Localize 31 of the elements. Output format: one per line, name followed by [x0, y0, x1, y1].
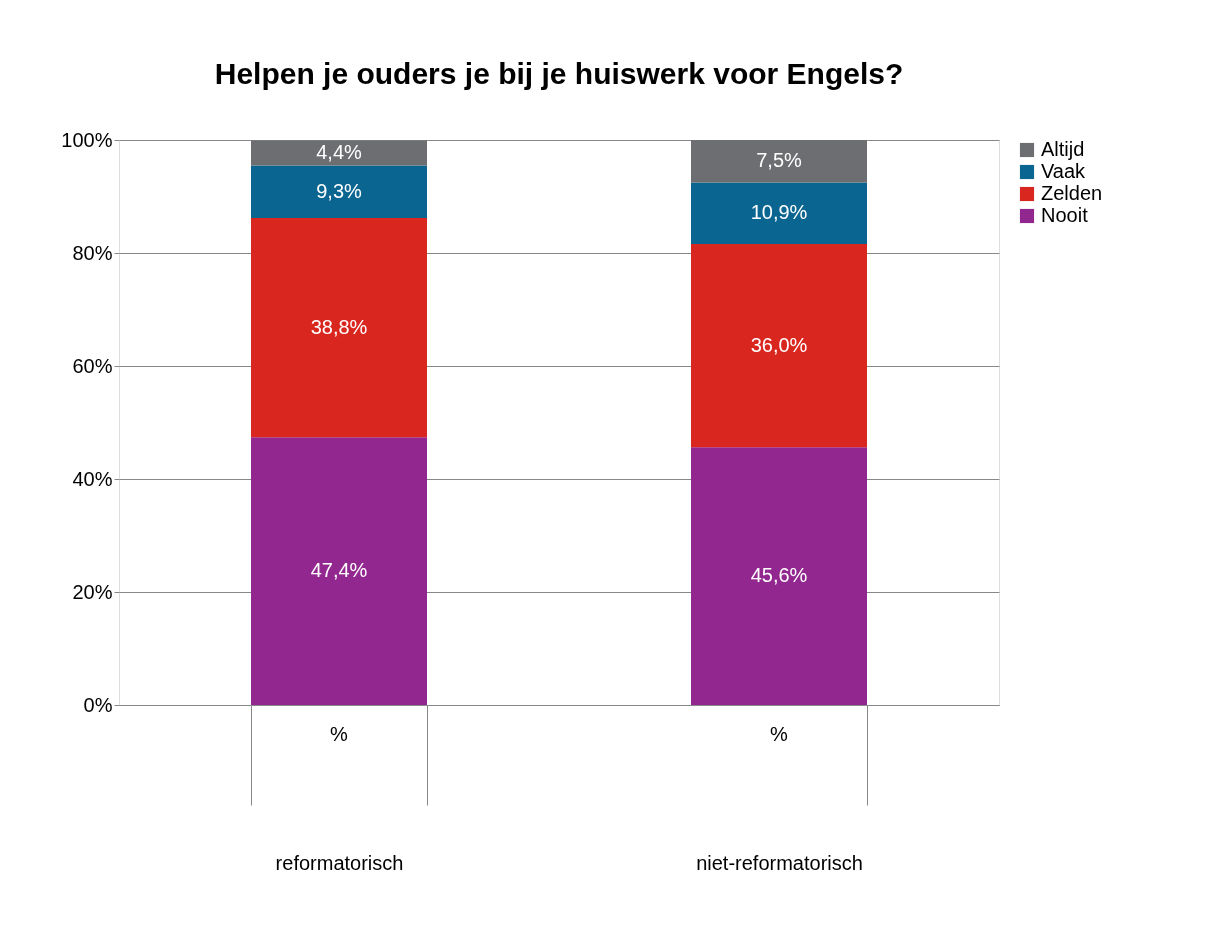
data-label: 38,8% — [310, 315, 368, 338]
bar — [691, 182, 867, 244]
bar — [251, 140, 427, 166]
x-tick-label: reformatorisch — [275, 851, 404, 874]
y-tick-label: 0% — [83, 693, 113, 716]
data-label: 47,4% — [310, 559, 368, 582]
legend-label: Vaak — [1041, 160, 1087, 182]
y-tick-label: 60% — [72, 354, 113, 377]
legend-label: Nooit — [1041, 204, 1089, 226]
bar — [691, 140, 867, 183]
data-label: 7,5% — [756, 149, 803, 172]
y-tick-label: 80% — [72, 241, 113, 264]
data-label: 10,9% — [750, 201, 808, 224]
legend-label: Altijd — [1041, 138, 1085, 160]
bar — [251, 217, 427, 438]
text: % — [770, 723, 789, 745]
text: % — [330, 723, 349, 745]
data-label: 45,6% — [750, 564, 808, 587]
data-label: 36,0% — [750, 333, 808, 356]
chart-title: Helpen je ouders je bij je huiswerk voor Engels? — [214, 57, 904, 90]
bar — [251, 437, 427, 705]
x-tick-label: niet-reformatorisch — [696, 851, 863, 874]
bar — [251, 165, 427, 218]
data-label: 4,4% — [316, 140, 363, 163]
bar — [691, 447, 867, 705]
bar — [691, 243, 867, 448]
y-tick-label: 100% — [61, 128, 113, 151]
y-tick-label: 40% — [72, 467, 113, 490]
legend-label: Zelden — [1041, 182, 1103, 204]
data-label: 9,3% — [316, 179, 363, 202]
y-tick-label: 20% — [72, 580, 113, 603]
